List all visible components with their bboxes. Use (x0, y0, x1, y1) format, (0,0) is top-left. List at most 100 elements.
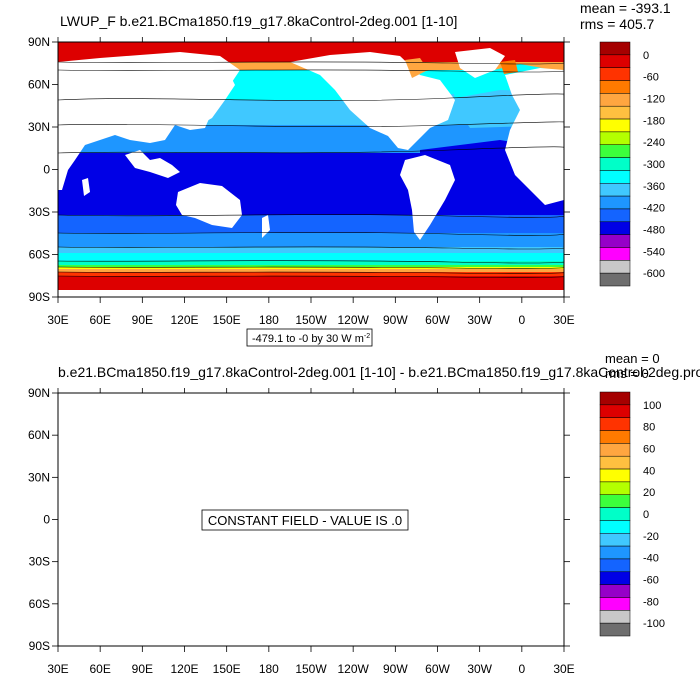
panel-1-lon-label: 120E (170, 313, 198, 327)
panel-1-colorbar-label: 0 (643, 50, 649, 62)
band-south-green (58, 265, 564, 267)
panel-2-lon-label: 90E (132, 662, 153, 676)
land-eurasia-africa (58, 52, 240, 190)
panel-2-rms: rms = 0 (605, 366, 649, 381)
colorbar-swatch (599, 455, 631, 470)
contour-lines (58, 61, 564, 278)
panel-2-lon-label: 30E (553, 662, 574, 676)
panel-1-ticks (52, 37, 570, 303)
panel-2-lon-label: 30E (47, 662, 68, 676)
panel-2-colorbar-label: 100 (643, 400, 661, 412)
panel-2-constant-box: CONSTANT FIELD - VALUE IS .0 (201, 509, 409, 531)
land-maritime-continent (125, 150, 180, 178)
panel-2-title: b.e21.BCma1850.f19_g17.8kaControl-2deg.0… (58, 364, 700, 380)
panel-2-colorbar-label: 60 (643, 444, 655, 456)
panel-1-colorbar-label: -360 (643, 181, 665, 193)
panel-2-colorbar-label: 40 (643, 465, 655, 477)
panel-1-lat-label: 30S (29, 205, 50, 219)
panel-1-lat-label: 0 (43, 163, 50, 177)
colorbar-swatch (599, 520, 631, 534)
colorbar-swatch (599, 404, 631, 418)
hudson-bay-orange (405, 58, 428, 78)
panel-2-lat-label: 90S (29, 639, 50, 653)
panel-1-contour-info: -479.1 to -0 by 30 W m (252, 333, 364, 345)
panel-2-lat-label: 90N (28, 386, 50, 400)
colorbar-swatch (599, 247, 631, 261)
panel-1-colorbar-label: -420 (643, 203, 665, 215)
panel-2-lon-label: 150W (295, 662, 327, 676)
band-south-redorange (58, 272, 564, 276)
panel-2-lon-label: 120E (170, 662, 198, 676)
colorbar-swatch (599, 430, 631, 444)
panel-2-colorbar-label: 80 (643, 422, 655, 434)
panel-2-lon-axis: 30E 60E 90E 120E 150E 180 150W 120W 90W … (47, 662, 574, 676)
colorbar-swatch (599, 443, 631, 457)
panel-2-constant-label: CONSTANT FIELD - VALUE IS .0 (208, 513, 402, 528)
panel-1-lon-label: 180 (259, 313, 279, 327)
panel-2-colorbar-label: -40 (643, 553, 659, 565)
panel-1-lon-label: 150W (295, 313, 327, 327)
panel-1-lon-label: 60E (89, 313, 110, 327)
panel-1-title: LWUP_F b.e21.BCma1850.f19_g17.8kaControl… (60, 13, 457, 29)
panel-2-lon-label: 30W (467, 662, 492, 676)
band-south-cyan (58, 253, 564, 261)
colorbar-swatch (599, 118, 631, 133)
land-europe-africa-east (505, 68, 564, 205)
colorbar-swatch (599, 494, 631, 508)
land-greenland (455, 48, 505, 78)
svg-text:-479.1 to -0 by 30 W m-2: -479.1 to -0 by 30 W m-2 (252, 333, 370, 345)
colorbar-swatch (599, 533, 631, 547)
colorbar-swatch (599, 597, 631, 611)
colorbar-swatch (599, 54, 631, 68)
panel-1-colorbar-label: -540 (643, 246, 665, 258)
panel-2-lon-label: 120W (337, 662, 369, 676)
panel-1-mean: mean = -393.1 (580, 0, 671, 16)
colorbar-swatch (599, 584, 631, 598)
colorbar-swatch (599, 507, 631, 521)
colorbar-swatch (599, 417, 631, 431)
colorbar-swatch (599, 545, 631, 560)
land-new-zealand (262, 215, 270, 238)
colorbar-swatch (599, 610, 631, 624)
colorbar-swatch (599, 183, 631, 197)
band-south-blue (58, 215, 564, 233)
panel-1-colorbar-label: -480 (643, 224, 665, 236)
panel-1-lat-axis: 90N 60N 30N 0 30S 60S 90S (28, 35, 50, 304)
panel-2-lat-label: 30N (28, 470, 50, 484)
panel-2-lon-label: 90W (383, 662, 408, 676)
panel-1-lon-label: 150E (213, 313, 241, 327)
colorbar-swatch (599, 468, 631, 483)
panel-2-colorbar-label: -100 (643, 618, 665, 630)
colorbar-swatch (599, 234, 631, 248)
colorbar-swatch (599, 144, 631, 158)
panel-2-lon-label: 60E (89, 662, 110, 676)
panel-1-lon-label: 30E (553, 313, 574, 327)
colorbar-swatch (599, 67, 631, 81)
panel-1-lon-label: 60W (425, 313, 450, 327)
panel-1-map-field (58, 42, 564, 297)
panel-2-colorbar-label: -20 (643, 531, 659, 543)
panel-2-colorbar-label: -60 (643, 574, 659, 586)
panel-1-lon-axis: 30E 60E 90E 120E 150E 180 150W 120W 90W … (47, 313, 574, 327)
panel-2-lat-axis: 90N 60N 30N 0 30S 60S 90S (28, 386, 50, 653)
panel-2-lat-label: 60S (29, 597, 50, 611)
panel-2-colorbar-label: -80 (643, 596, 659, 608)
colorbar-swatch (599, 208, 631, 223)
panel-1-colorbar-label: -60 (643, 72, 659, 84)
panel-2-colorbar (599, 391, 631, 637)
panel-2-mean: mean = 0 (605, 351, 660, 366)
panel-1-colorbar-label: -240 (643, 137, 665, 149)
panel-1-colorbar (599, 41, 631, 287)
land-south-america (400, 155, 455, 240)
panel-1-lon-label: 90W (383, 313, 408, 327)
panel-2-ticks (52, 388, 570, 652)
panel-2-lon-label: 60W (425, 662, 450, 676)
panel-2-lat-label: 30S (29, 555, 50, 569)
panel-2-lon-label: 0 (518, 662, 525, 676)
panel-1-colorbar-label: -300 (643, 159, 665, 171)
panel-1-lon-label: 30W (467, 313, 492, 327)
land-east-asia (192, 65, 235, 125)
panel-1-contour-info-sup: -2 (364, 333, 370, 340)
panel-1-lat-label: 90N (28, 35, 50, 49)
